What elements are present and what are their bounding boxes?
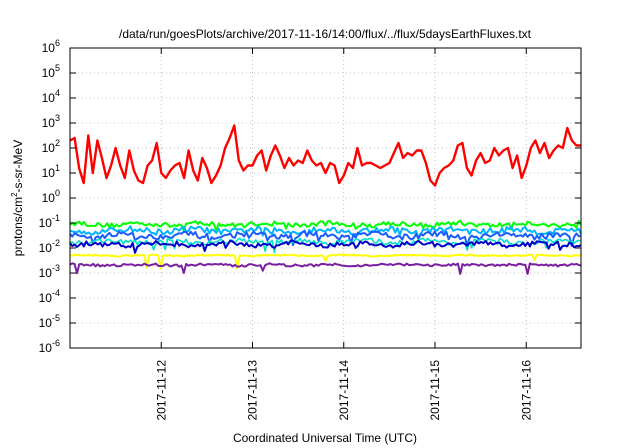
series-line	[69, 219, 582, 232]
chart-title: /data/run/goesPlots/archive/2017-11-16/1…	[119, 27, 532, 41]
y-tick-exp: -3	[52, 263, 60, 273]
y-tick-exp: 5	[55, 63, 60, 73]
y-tick-label: 104	[42, 88, 60, 105]
y-tick-base: 10	[39, 291, 53, 305]
y-tick-base: 10	[42, 116, 56, 130]
y-tick-exp: 4	[55, 88, 60, 98]
y-tick-exp: -1	[52, 213, 60, 223]
y-tick-base: 10	[42, 66, 56, 80]
y-tick-label: 106	[42, 38, 60, 55]
y-tick-label: 10-3	[39, 263, 60, 280]
y-tick-exp: 3	[55, 113, 60, 123]
series-line	[69, 262, 582, 275]
y-tick-label: 10-1	[39, 213, 60, 230]
x-tick-label: 2017-11-15	[428, 360, 442, 421]
x-tick-label: 2017-11-12	[154, 360, 168, 421]
y-tick-base: 10	[39, 316, 53, 330]
y-tick-exp: -5	[52, 313, 60, 323]
y-tick-base: 10	[39, 266, 53, 280]
y-tick-label: 10-6	[39, 338, 60, 355]
y-tick-base: 10	[39, 216, 53, 230]
y-axis-label-pre: protons/cm	[11, 197, 25, 256]
x-tick-label: 2017-11-13	[246, 360, 260, 421]
y-tick-label: 10-5	[39, 313, 60, 330]
series-line	[69, 124, 581, 187]
y-tick-base: 10	[42, 41, 56, 55]
y-tick-label: 102	[42, 138, 60, 155]
y-axis: 10-610-510-410-310-210-11001011021031041…	[39, 38, 581, 355]
x-tick-label: 2017-11-14	[337, 360, 351, 421]
y-tick-exp: 6	[55, 38, 60, 48]
series-line	[69, 239, 582, 254]
series-line	[69, 225, 582, 239]
y-axis-label-sup: 2	[10, 192, 19, 197]
series-group	[69, 124, 582, 275]
x-axis-label: Coordinated Universal Time (UTC)	[233, 431, 417, 445]
y-tick-base: 10	[42, 191, 56, 205]
series-line	[69, 237, 582, 254]
y-tick-base: 10	[39, 241, 53, 255]
y-tick-base: 10	[42, 91, 56, 105]
y-tick-exp: 1	[55, 163, 60, 173]
y-tick-label: 10-2	[39, 238, 60, 255]
series-line	[69, 230, 582, 247]
y-tick-base: 10	[39, 341, 53, 355]
y-tick-label: 100	[42, 188, 60, 205]
series-line	[69, 253, 582, 270]
y-tick-base: 10	[42, 141, 56, 155]
y-axis-label-post: -s-sr-MeV	[11, 140, 25, 193]
y-axis-label: protons/cm2-s-sr-MeV	[10, 140, 25, 256]
y-tick-label: 103	[42, 113, 60, 130]
x-tick-label: 2017-11-16	[519, 360, 533, 421]
grid	[70, 48, 581, 348]
y-tick-label: 101	[42, 163, 60, 180]
y-tick-exp: -6	[52, 338, 60, 348]
y-tick-exp: 2	[55, 138, 60, 148]
y-tick-exp: 0	[55, 188, 60, 198]
y-tick-exp: -2	[52, 238, 60, 248]
y-tick-exp: -4	[52, 288, 60, 298]
y-tick-label: 105	[42, 63, 60, 80]
y-tick-base: 10	[42, 166, 56, 180]
y-tick-label: 10-4	[39, 288, 60, 305]
x-axis: 2017-11-12 2017-11-13 2017-11-14 2017-11-15…	[154, 48, 533, 421]
